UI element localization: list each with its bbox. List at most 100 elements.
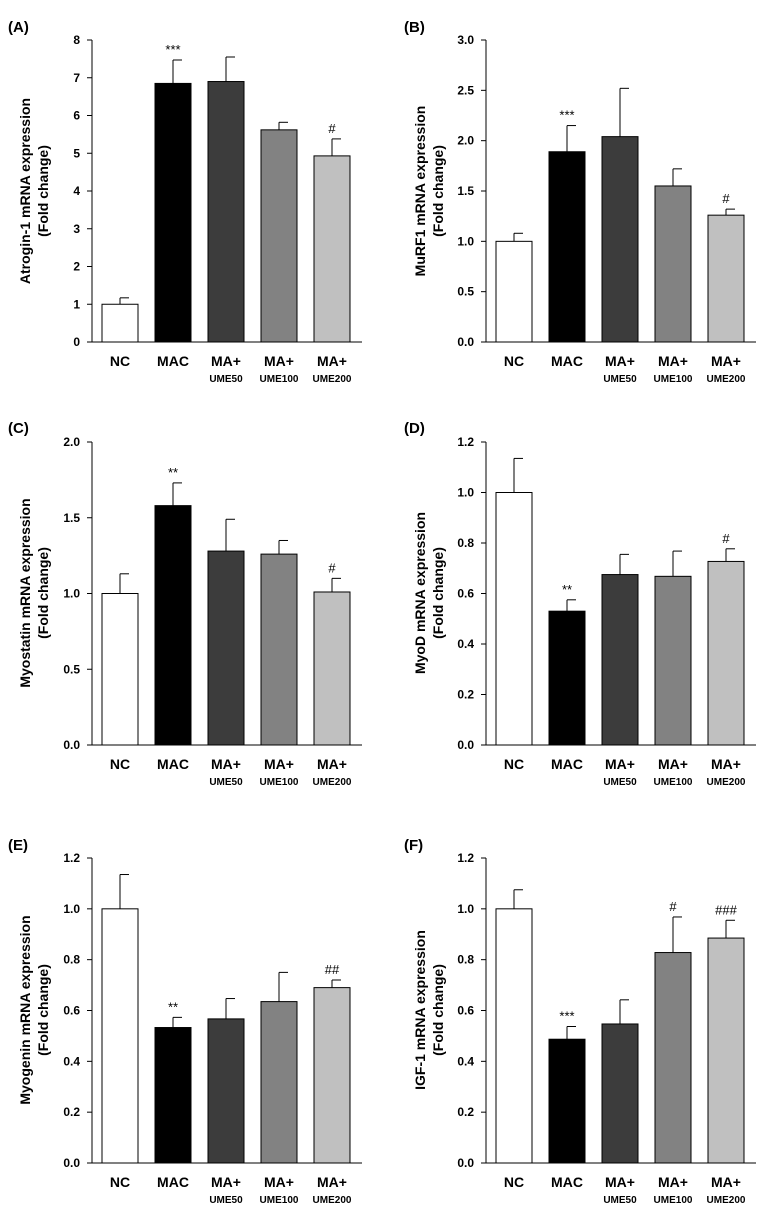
y-tick-label: 0.0 [63,738,80,752]
y-tick-label: 1.0 [457,902,474,916]
panel-label: (D) [404,420,425,437]
x-tick-label: NC [110,353,130,369]
bar [207,1018,245,1164]
bar [495,492,533,746]
chart-panel-e: (E) Myogenin mRNA expression (Fold change)… [8,837,362,1206]
x-tick-sublabel: UME100 [260,374,299,385]
bar [548,610,586,746]
y-tick-label: 2.0 [63,435,80,449]
x-tick-label: MA+ [658,756,688,772]
bar [154,505,192,746]
y-tick-label: 2.5 [457,83,474,97]
y-axis-label-line1: MyoD mRNA expression [412,512,428,674]
y-axis-label: MyoD mRNA expression (Fold change) [412,512,446,674]
y-tick-label: 0.6 [457,1004,474,1018]
bar [260,1001,298,1164]
y-tick-label: 1.2 [457,435,474,449]
bar [313,987,351,1164]
x-tick-sublabel: UME100 [654,1195,693,1206]
bar [601,136,639,343]
bar [654,952,692,1164]
y-tick-label: 3.0 [457,33,474,47]
y-tick-label: 0.8 [457,953,474,967]
x-tick-label: MA+ [605,353,635,369]
y-axis-label: Myostatin mRNA expression (Fold change) [17,498,51,687]
y-axis-label: IGF-1 mRNA expression (Fold change) [412,930,446,1090]
chart-panel-a: (A) Atrogin-1 mRNA expression (Fold change… [8,19,362,385]
significance-label: # [722,531,730,546]
y-tick-label: 2 [73,260,80,274]
x-tick-label: NC [504,353,524,369]
y-axis-label: Atrogin-1 mRNA expression (Fold change) [17,98,51,284]
x-tick-sublabel: UME200 [313,374,352,385]
y-axis-label-line2: (Fold change) [430,145,446,237]
panel-label: (A) [8,19,29,36]
y-tick-label: 0.0 [457,738,474,752]
y-tick-label: 5 [73,146,80,160]
significance-label: # [328,560,336,575]
bar [154,1027,192,1164]
y-axis-label-line1: IGF-1 mRNA expression [412,930,428,1090]
bar [154,82,192,343]
x-tick-sublabel: UME50 [603,1195,637,1206]
y-axis-label-line2: (Fold change) [430,547,446,639]
y-tick-label: 7 [73,71,80,85]
bar [707,560,745,746]
bar [260,553,298,746]
y-axis-label-line2: (Fold change) [35,547,51,639]
y-tick-label: 0.4 [457,637,474,651]
y-tick-label: 0.6 [457,587,474,601]
y-tick-label: 0.4 [63,1054,80,1068]
y-tick-label: 0.8 [63,953,80,967]
bar [313,591,351,746]
x-tick-sublabel: UME50 [603,374,637,385]
bar [260,129,298,343]
x-tick-label: MA+ [317,756,347,772]
y-tick-label: 6 [73,109,80,123]
x-tick-label: MA+ [317,1174,347,1190]
x-tick-label: MAC [551,1174,583,1190]
y-axis-label-line1: Myostatin mRNA expression [17,498,33,687]
x-tick-sublabel: UME50 [209,777,243,788]
x-tick-label: MA+ [317,353,347,369]
significance-label: ** [168,999,178,1014]
significance-label: # [669,899,677,914]
x-tick-label: MAC [551,353,583,369]
y-tick-label: 0.5 [63,662,80,676]
y-tick-label: 4 [73,184,80,198]
bar [601,1023,639,1164]
significance-label: ** [562,582,572,597]
x-tick-label: MA+ [711,353,741,369]
significance-label: # [722,191,730,206]
y-axis-label-line2: (Fold change) [430,964,446,1056]
y-tick-label: 0.0 [63,1156,80,1170]
significance-label: *** [559,108,574,123]
bar [101,908,139,1164]
significance-label: ** [168,465,178,480]
x-tick-label: MA+ [264,1174,294,1190]
x-tick-label: MA+ [711,756,741,772]
y-tick-label: 0.2 [63,1105,80,1119]
significance-label: # [328,121,336,136]
x-tick-label: MAC [551,756,583,772]
bar [654,575,692,746]
bar [101,593,139,746]
y-axis-label-line2: (Fold change) [35,145,51,237]
y-tick-label: 1.0 [63,902,80,916]
significance-label: ## [325,962,340,977]
y-tick-label: 1 [73,297,80,311]
y-tick-label: 0.8 [457,536,474,550]
x-tick-label: NC [110,756,130,772]
y-axis-label: MuRF1 mRNA expression (Fold change) [412,106,446,277]
y-tick-label: 1.2 [457,851,474,865]
panel-label: (E) [8,837,28,854]
bar [495,240,533,343]
y-axis-label-line1: Atrogin-1 mRNA expression [17,98,33,284]
y-tick-label: 0.2 [457,688,474,702]
x-tick-sublabel: UME200 [707,1195,746,1206]
y-axis-label-line1: Myogenin mRNA expression [17,915,33,1104]
bar [313,155,351,343]
y-tick-label: 2.0 [457,134,474,148]
x-tick-label: MA+ [605,756,635,772]
x-tick-sublabel: UME50 [209,1195,243,1206]
